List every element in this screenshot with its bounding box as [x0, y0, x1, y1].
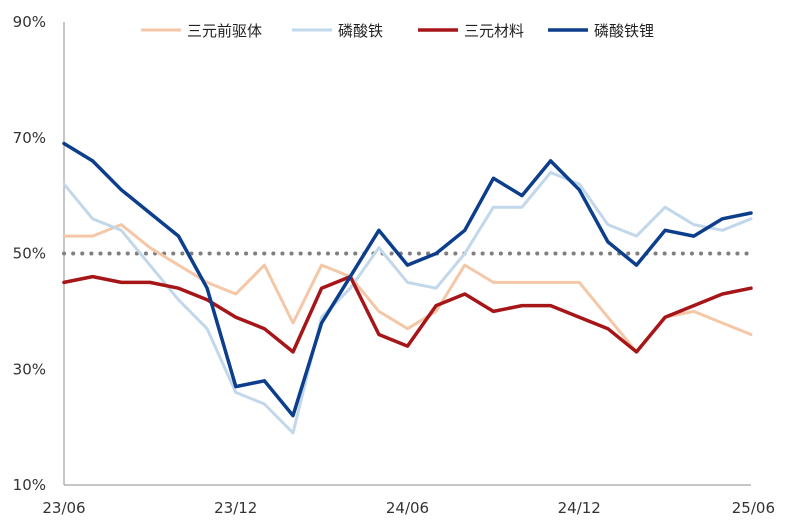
series-line: [62, 274, 753, 354]
legend: 三元前驱体 磷酸铁 三元材料 磷酸铁锂: [141, 22, 654, 40]
legend-label: 磷酸铁锂: [594, 22, 654, 40]
y-tick-label: 10%: [13, 476, 46, 494]
x-tick-label: 24/06: [386, 499, 429, 517]
legend-label: 三元材料: [464, 22, 524, 40]
y-tick-label: 30%: [13, 360, 46, 378]
y-tick-label: 70%: [13, 129, 46, 147]
x-tick-label: 25/06: [732, 499, 775, 517]
legend-label: 磷酸铁: [338, 22, 383, 40]
legend-label: 三元前驱体: [187, 22, 262, 40]
series-group: [62, 141, 753, 435]
x-tick-label: 23/06: [42, 499, 85, 517]
x-tick-label: 24/12: [558, 499, 601, 517]
series-line: [62, 141, 753, 418]
axes: 10% 30% 50% 70% 90% 23/06 23/12 24/06 24/12 25/06: [13, 13, 775, 517]
y-tick-label: 50%: [13, 245, 46, 263]
x-tick-label: 23/12: [214, 499, 257, 517]
series-line: [62, 171, 753, 435]
y-tick-label: 90%: [13, 13, 46, 31]
